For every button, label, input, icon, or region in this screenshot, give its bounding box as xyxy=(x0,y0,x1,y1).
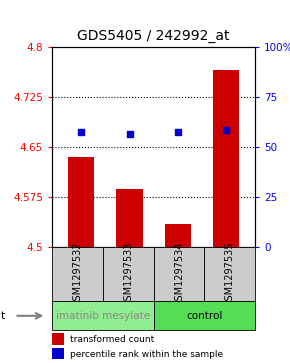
Text: GSM1297534: GSM1297534 xyxy=(174,241,184,307)
Bar xyxy=(68,157,95,247)
Bar xyxy=(213,70,240,247)
Text: transformed count: transformed count xyxy=(70,335,155,344)
Text: percentile rank within the sample: percentile rank within the sample xyxy=(70,350,224,359)
Text: GSM1297533: GSM1297533 xyxy=(123,241,133,307)
Text: GSM1297532: GSM1297532 xyxy=(72,241,83,307)
Bar xyxy=(204,247,255,301)
Bar xyxy=(52,333,64,345)
Bar xyxy=(116,189,143,247)
Point xyxy=(175,129,180,135)
Text: GSM1297535: GSM1297535 xyxy=(225,241,235,307)
Text: control: control xyxy=(186,311,223,321)
Bar xyxy=(103,247,154,301)
Bar xyxy=(52,348,64,359)
Bar xyxy=(52,247,103,301)
Title: GDS5405 / 242992_at: GDS5405 / 242992_at xyxy=(77,29,230,44)
Point xyxy=(127,131,132,136)
Bar xyxy=(154,301,255,330)
Bar xyxy=(165,224,191,247)
Bar xyxy=(154,247,204,301)
Text: agent: agent xyxy=(0,311,6,321)
Bar xyxy=(52,301,154,330)
Point xyxy=(79,129,84,135)
Text: imatinib mesylate: imatinib mesylate xyxy=(56,311,150,321)
Point xyxy=(224,127,229,133)
